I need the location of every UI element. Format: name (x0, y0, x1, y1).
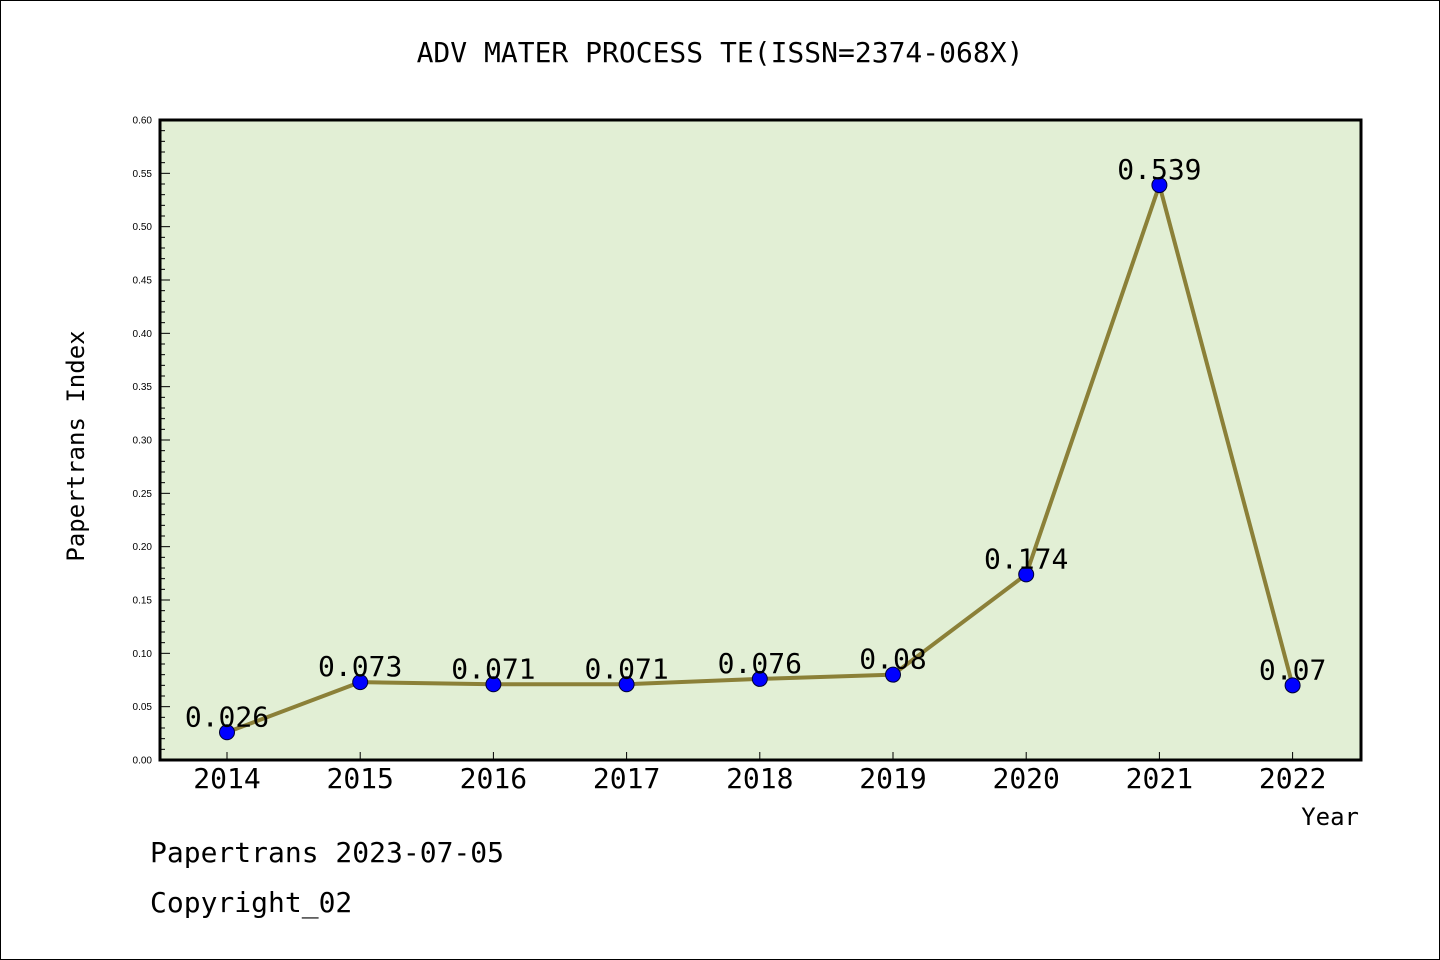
data-point (885, 666, 901, 683)
x-tick-label: 2017 (593, 762, 660, 795)
y-tick-label: 0.40 (133, 329, 153, 340)
y-tick-label: 0.00 (133, 756, 153, 767)
data-label: 0.174 (984, 542, 1068, 575)
x-tick-label: 2018 (726, 762, 793, 795)
data-point (1284, 677, 1301, 694)
x-axis-label: Year (1301, 803, 1359, 831)
data-label: 0.073 (318, 650, 402, 683)
y-tick-label: 0.10 (133, 649, 153, 660)
data-label: 0.071 (584, 652, 668, 685)
chart-title: ADV MATER PROCESS TE(ISSN=2374-068X) (416, 36, 1024, 69)
y-tick-label: 0.15 (133, 596, 153, 607)
y-tick-label: 0.30 (133, 436, 153, 447)
x-axis-ticks: 2014 2015 2016 2017 2018 2019 2020 2021 2022 (193, 752, 1326, 795)
data-point (618, 676, 635, 693)
data-point (751, 670, 768, 687)
data-label: 0.076 (718, 647, 802, 680)
x-tick-label: 2015 (326, 762, 393, 795)
plot-border (158, 118, 1363, 762)
y-tick-label: 0.55 (133, 169, 153, 180)
data-label: 0.071 (451, 652, 535, 685)
data-markers (219, 177, 1301, 741)
footer-date: Papertrans 2023-07-05 (150, 836, 505, 869)
y-tick-label: 0.50 (133, 222, 153, 233)
data-label: 0.026 (185, 700, 269, 733)
y-tick-label: 0.20 (133, 542, 153, 553)
data-point (485, 676, 502, 693)
data-label: 0.08 (859, 643, 926, 676)
data-label: 0.539 (1117, 153, 1201, 186)
data-point (1151, 177, 1168, 194)
plot-area (160, 120, 1361, 760)
x-tick-label: 2020 (992, 762, 1059, 795)
x-tick-label: 2022 (1259, 762, 1326, 795)
x-tick-label: 2014 (193, 762, 260, 795)
x-tick-label: 2019 (859, 762, 926, 795)
y-tick-label: 0.45 (133, 276, 153, 287)
y-tick-label: 0.05 (133, 702, 153, 713)
x-tick-label: 2021 (1126, 762, 1193, 795)
data-point (219, 724, 235, 741)
data-point (352, 674, 369, 691)
y-tick-label: 0.25 (133, 489, 153, 500)
y-tick-label: 0.60 (133, 116, 153, 127)
data-labels: 0.026 0.073 0.071 0.071 0.076 0.08 0.174 0.539 0… (185, 153, 1326, 733)
data-point (1018, 566, 1035, 583)
footer-copyright: Copyright_02 (150, 886, 353, 919)
y-tick-label: 0.35 (133, 382, 153, 393)
x-tick-label: 2016 (460, 762, 527, 795)
data-label: 0.07 (1259, 653, 1326, 686)
